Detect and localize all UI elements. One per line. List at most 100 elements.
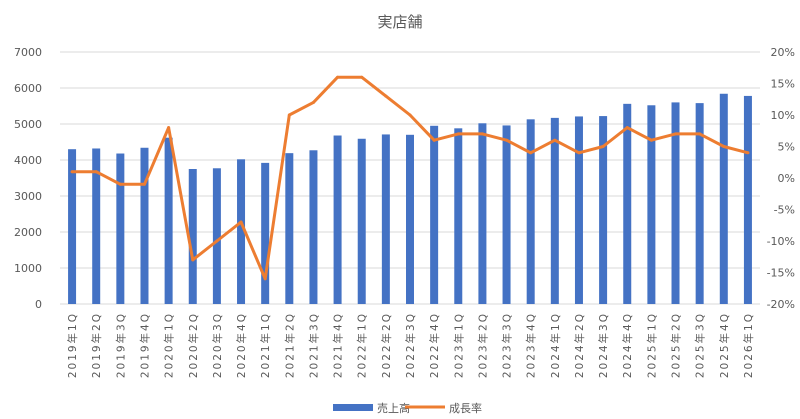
point-growth <box>625 126 629 130</box>
x-tick-label: 2025年3Q <box>694 312 707 378</box>
bar-sales <box>381 134 390 304</box>
x-tick-label: 2021年4Q <box>332 312 345 378</box>
bar-sales <box>285 153 294 304</box>
bar-sales <box>333 135 342 304</box>
x-tick-label: 2020年4Q <box>235 312 248 378</box>
chart-title: 実店舗 <box>377 13 422 31</box>
bar-sales <box>140 147 149 304</box>
x-axis: 2019年1Q 2019年2Q 2019年3Q 2019年4Q 2020年1Q 2020年… <box>66 312 755 378</box>
x-tick-label: 2023年1Q <box>452 312 465 378</box>
bar-sales <box>92 148 101 304</box>
y-axis-left: 0 1000 2000 3000 4000 5000 6000 7000 <box>14 46 42 311</box>
bar-sales <box>116 153 125 304</box>
x-tick-label: 2022年2Q <box>380 312 393 378</box>
x-tick-label: 2024年3Q <box>597 312 610 378</box>
point-growth <box>336 75 340 79</box>
point-growth <box>191 258 195 262</box>
x-tick-label: 2020年2Q <box>187 312 200 378</box>
bar-sales <box>430 125 439 304</box>
bar-sales <box>623 103 632 304</box>
legend-label-sales: 売上高 <box>377 401 410 415</box>
bar-sales <box>671 102 680 305</box>
point-growth <box>674 132 678 136</box>
x-tick-label: 2021年2Q <box>283 312 296 378</box>
y-left-tick-label: 2000 <box>14 226 42 239</box>
bar-sales <box>237 159 246 304</box>
y-left-tick-label: 1000 <box>14 262 42 275</box>
point-growth <box>601 145 605 148</box>
point-growth <box>408 113 412 117</box>
bar-sales <box>478 123 487 304</box>
point-growth <box>746 151 750 155</box>
point-growth <box>649 138 653 142</box>
x-tick-label: 2021年3Q <box>307 312 320 378</box>
x-tick-label: 2024年2Q <box>573 312 586 378</box>
bar-sales <box>357 138 366 304</box>
bar-sales <box>743 95 752 304</box>
y-right-tick-label: 20% <box>771 46 795 59</box>
x-tick-label: 2019年1Q <box>66 312 79 378</box>
y-right-tick-label: -10% <box>767 235 795 248</box>
bar-sales <box>599 116 608 304</box>
x-tick-label: 2026年1Q <box>742 312 755 378</box>
bar-sales <box>406 134 414 304</box>
bar-sales <box>212 168 221 304</box>
point-growth <box>432 138 436 142</box>
point-growth <box>722 145 726 148</box>
y-left-tick-label: 0 <box>35 298 42 311</box>
y-right-tick-label: 15% <box>771 78 795 91</box>
x-tick-label: 2023年2Q <box>476 312 489 378</box>
point-growth <box>529 151 533 155</box>
y-right-tick-label: 0% <box>778 172 795 185</box>
point-growth <box>118 182 122 186</box>
y-left-tick-label: 5000 <box>14 118 42 131</box>
y-left-tick-label: 6000 <box>14 82 42 95</box>
y-left-tick-label: 3000 <box>14 190 42 203</box>
y-axis-right: -20% -15% -10% -5% 0% 5% 10% 15% 20% <box>767 46 795 311</box>
y-left-tick-label: 4000 <box>14 154 42 167</box>
point-growth <box>142 182 146 186</box>
x-tick-label: 2022年1Q <box>356 312 369 378</box>
x-tick-label: 2020年1Q <box>163 312 176 378</box>
point-growth <box>577 151 581 155</box>
bar-sales <box>719 93 728 304</box>
x-tick-label: 2025年1Q <box>645 312 658 378</box>
y-right-tick-label: 5% <box>778 141 795 154</box>
y-right-tick-label: -15% <box>767 267 795 280</box>
point-growth <box>480 132 484 136</box>
bar-sales <box>695 103 704 305</box>
point-growth <box>384 94 388 98</box>
x-tick-label: 2020年3Q <box>211 312 224 378</box>
bar-sales <box>647 105 656 304</box>
x-tick-label: 2021年1Q <box>259 312 272 378</box>
point-growth <box>239 220 243 224</box>
point-growth <box>287 113 291 117</box>
point-growth <box>456 132 460 136</box>
bar-sales <box>550 117 559 304</box>
x-tick-label: 2022年3Q <box>404 312 417 378</box>
point-growth <box>167 126 171 130</box>
bar-sales <box>164 137 173 304</box>
point-growth <box>94 170 98 174</box>
point-growth <box>360 75 364 79</box>
point-growth <box>698 132 702 136</box>
point-growth <box>311 100 315 104</box>
x-tick-label: 2025年2Q <box>670 312 683 378</box>
point-growth <box>553 138 557 142</box>
x-tick-label: 2022年4Q <box>428 312 441 378</box>
bar-sales <box>261 162 270 304</box>
legend-label-growth: 成長率 <box>449 401 482 415</box>
bar-sales <box>68 149 77 304</box>
x-tick-label: 2023年3Q <box>501 312 514 378</box>
bar-sales <box>526 119 535 304</box>
y-left-tick-label: 7000 <box>14 46 42 59</box>
point-growth <box>215 239 219 243</box>
x-tick-label: 2023年4Q <box>525 312 538 378</box>
legend-swatch-sales <box>333 404 373 411</box>
legend: 売上高 成長率 <box>333 401 482 415</box>
bar-sales <box>454 128 463 304</box>
y-right-tick-label: -20% <box>767 298 795 311</box>
x-tick-label: 2019年4Q <box>138 312 151 378</box>
x-tick-label: 2019年3Q <box>114 312 127 378</box>
